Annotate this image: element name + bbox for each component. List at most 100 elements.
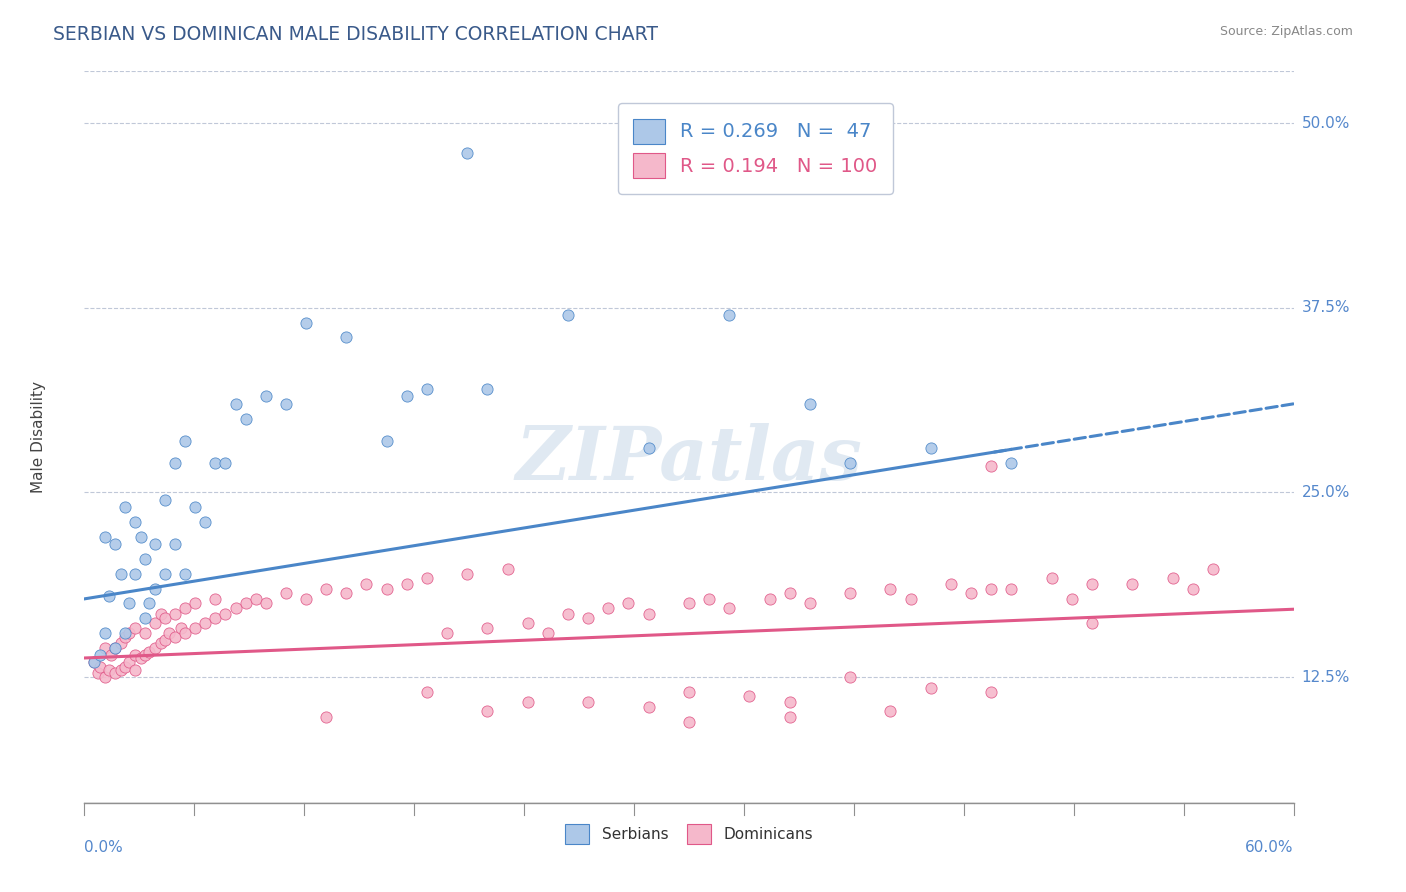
Point bbox=[157, 625, 180, 640]
Point bbox=[1000, 456, 1022, 470]
Point bbox=[204, 456, 226, 470]
Point bbox=[97, 663, 120, 677]
Point bbox=[576, 611, 599, 625]
Point bbox=[416, 382, 439, 396]
Point bbox=[254, 389, 277, 403]
Point bbox=[138, 596, 160, 610]
Point bbox=[143, 582, 166, 596]
Text: 0.0%: 0.0% bbox=[84, 839, 124, 855]
Point bbox=[356, 577, 378, 591]
Point bbox=[879, 704, 901, 718]
Point bbox=[204, 611, 226, 625]
Point bbox=[214, 607, 236, 621]
Point bbox=[315, 582, 337, 596]
Point bbox=[214, 456, 236, 470]
Point bbox=[134, 552, 156, 566]
Point bbox=[718, 308, 741, 322]
Point bbox=[118, 596, 141, 610]
Point bbox=[416, 571, 439, 585]
Point bbox=[839, 670, 862, 684]
Point bbox=[920, 441, 942, 455]
Point bbox=[335, 330, 357, 344]
Point bbox=[97, 589, 120, 603]
Point bbox=[980, 685, 1002, 699]
Point bbox=[678, 596, 700, 610]
Point bbox=[315, 710, 337, 724]
Text: 50.0%: 50.0% bbox=[1302, 116, 1350, 130]
Point bbox=[165, 537, 187, 551]
Point bbox=[879, 582, 901, 596]
Text: Source: ZipAtlas.com: Source: ZipAtlas.com bbox=[1219, 25, 1353, 38]
Point bbox=[839, 586, 862, 600]
Point bbox=[184, 622, 207, 636]
Point bbox=[83, 656, 105, 670]
Point bbox=[138, 645, 160, 659]
Point bbox=[124, 648, 146, 662]
Point bbox=[225, 397, 247, 411]
Point bbox=[184, 500, 207, 515]
Point bbox=[274, 397, 297, 411]
Point bbox=[153, 633, 176, 648]
Point bbox=[335, 586, 357, 600]
Point bbox=[799, 596, 821, 610]
Point bbox=[165, 456, 187, 470]
Point bbox=[678, 685, 700, 699]
Point bbox=[165, 607, 187, 621]
Point bbox=[93, 670, 115, 684]
Point bbox=[225, 600, 247, 615]
Text: 12.5%: 12.5% bbox=[1302, 670, 1350, 685]
Point bbox=[174, 600, 197, 615]
Point bbox=[114, 625, 136, 640]
Point bbox=[194, 615, 217, 630]
Legend: Serbians, Dominicans: Serbians, Dominicans bbox=[558, 818, 820, 850]
Point bbox=[779, 695, 801, 709]
Point bbox=[129, 651, 152, 665]
Point bbox=[477, 622, 499, 636]
Point bbox=[124, 515, 146, 529]
Point bbox=[93, 640, 115, 655]
Point bbox=[149, 607, 172, 621]
Point bbox=[184, 596, 207, 610]
Point bbox=[153, 611, 176, 625]
Point bbox=[839, 456, 862, 470]
Point bbox=[557, 607, 579, 621]
Point bbox=[416, 685, 439, 699]
Point bbox=[617, 596, 640, 610]
Point bbox=[89, 648, 111, 662]
Point bbox=[637, 699, 659, 714]
Point bbox=[104, 537, 127, 551]
Point bbox=[153, 492, 176, 507]
Point bbox=[920, 681, 942, 695]
Point bbox=[1060, 591, 1083, 606]
Point bbox=[718, 600, 741, 615]
Point bbox=[637, 441, 659, 455]
Point bbox=[93, 530, 115, 544]
Point bbox=[274, 586, 297, 600]
Point bbox=[83, 656, 105, 670]
Point bbox=[697, 591, 720, 606]
Text: 25.0%: 25.0% bbox=[1302, 485, 1350, 500]
Point bbox=[477, 704, 499, 718]
Point bbox=[118, 656, 141, 670]
Point bbox=[100, 648, 122, 662]
Text: Male Disability: Male Disability bbox=[31, 381, 46, 493]
Point bbox=[110, 663, 132, 677]
Point bbox=[375, 434, 398, 448]
Point bbox=[165, 630, 187, 644]
Point bbox=[779, 586, 801, 600]
Point bbox=[496, 562, 519, 576]
Point bbox=[143, 640, 166, 655]
Point bbox=[456, 566, 478, 581]
Point bbox=[118, 625, 141, 640]
Point bbox=[235, 411, 257, 425]
Point bbox=[143, 615, 166, 630]
Point bbox=[149, 636, 172, 650]
Point bbox=[174, 566, 197, 581]
Point bbox=[254, 596, 277, 610]
Point bbox=[779, 710, 801, 724]
Point bbox=[93, 625, 115, 640]
Point bbox=[939, 577, 962, 591]
Point bbox=[124, 622, 146, 636]
Point bbox=[516, 695, 538, 709]
Point bbox=[598, 600, 620, 615]
